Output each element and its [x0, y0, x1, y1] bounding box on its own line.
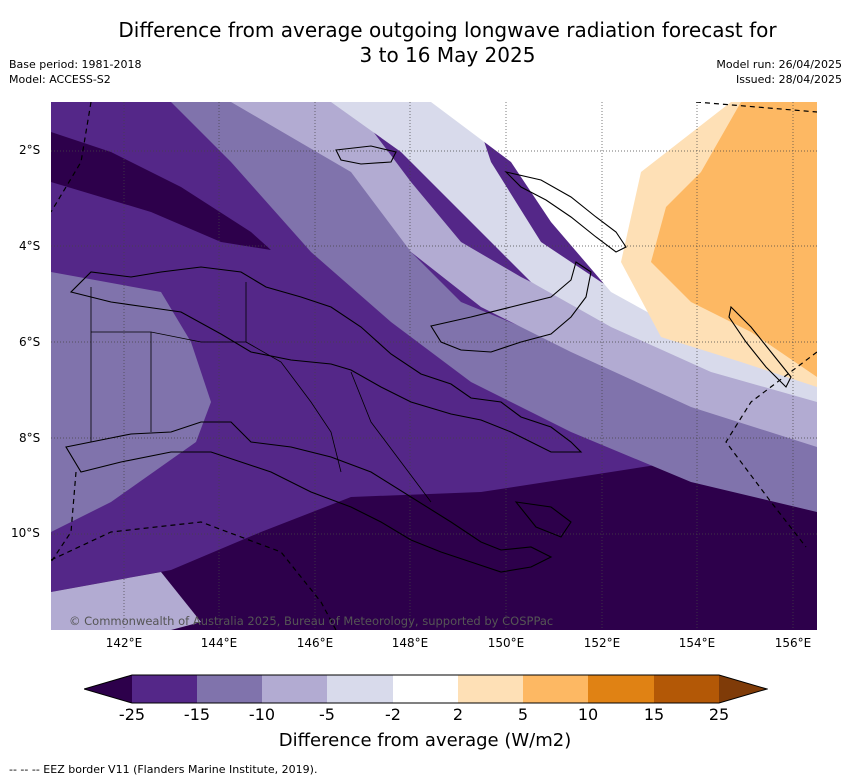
eez-northeast	[695, 102, 817, 113]
colorbar-segment	[132, 675, 197, 703]
colorbar-segment	[393, 675, 458, 703]
colorbar-tick: -25	[118, 705, 146, 724]
graticule	[51, 102, 817, 630]
colorbar-tick: 10	[577, 705, 599, 724]
province-border-4	[350, 371, 432, 503]
meta-right: Model run: 26/04/2025 Issued: 28/04/2025	[716, 57, 842, 87]
province-border-3	[245, 341, 342, 473]
new-britain	[430, 261, 592, 353]
province-border-1	[91, 282, 247, 343]
band-strong-negative-north	[51, 132, 271, 250]
lon-label-148e: 148°E	[391, 636, 429, 650]
band-medium-positive	[651, 102, 817, 377]
colorbar-segment	[84, 675, 132, 703]
louisiade-islands	[514, 501, 572, 538]
new-ireland	[504, 171, 627, 253]
colorbar-segment	[654, 675, 719, 703]
lon-label-150e: 150°E	[487, 636, 525, 650]
map-title: Difference from average outgoing longwav…	[90, 18, 805, 68]
lat-label-10s: 10°S	[11, 526, 40, 540]
colorbar-segment	[197, 675, 262, 703]
colorbar-segment	[523, 675, 588, 703]
model-run: Model run: 26/04/2025	[716, 58, 842, 71]
colorbar-tick: -10	[248, 705, 276, 724]
eez-east	[725, 351, 817, 548]
lat-label-4s: 4°S	[19, 239, 41, 253]
colorbar-tick: -15	[183, 705, 211, 724]
band-strong-negative	[51, 440, 817, 630]
colorbar-segment	[327, 675, 393, 703]
lon-label-146e: 146°E	[296, 636, 334, 650]
map-panel	[51, 102, 817, 630]
model-name: Model: ACCESS-S2	[9, 73, 111, 86]
title-line-2: 3 to 16 May 2025	[359, 43, 536, 67]
colorbar-tick: 25	[708, 705, 730, 724]
base-period: Base period: 1981-2018	[9, 58, 142, 71]
band-weak-negative	[231, 102, 817, 447]
band-slight-negative	[331, 102, 817, 402]
title-line-1: Difference from average outgoing longwav…	[118, 18, 777, 42]
lat-label-6s: 6°S	[19, 335, 41, 349]
eez-northwest	[51, 102, 92, 213]
colorbar	[84, 674, 768, 704]
colorbar-tick: -5	[319, 705, 335, 724]
eez-footnote: -- -- -- EEZ border V11 (Flanders Marine…	[9, 763, 318, 776]
colorbar-segment	[262, 675, 327, 703]
colorbar-segment	[458, 675, 523, 703]
borders	[90, 282, 432, 503]
colorbar-label: Difference from average (W/m2)	[278, 730, 572, 751]
band-medium-negative	[171, 102, 817, 512]
colorbar-tick: 5	[517, 705, 529, 724]
issued-date: Issued: 28/04/2025	[735, 73, 842, 86]
lat-label-8s: 8°S	[19, 431, 41, 445]
eez-west	[51, 471, 77, 563]
manus	[335, 145, 397, 165]
colorbar-tick: 15	[643, 705, 665, 724]
lat-label-2s: 2°S	[19, 143, 41, 157]
lon-label-144e: 144°E	[200, 636, 238, 650]
new-guinea-south-coast	[65, 421, 553, 573]
lon-label-142e: 142°E	[105, 636, 143, 650]
band-southwest-weak	[51, 572, 201, 630]
colorbar-segment	[719, 675, 767, 703]
map-svg	[51, 102, 817, 630]
bougainville-solomons	[728, 305, 792, 388]
colorbar-tick: -2	[385, 705, 401, 724]
colorbar-segment	[588, 675, 654, 703]
eez-south	[51, 521, 337, 630]
lon-label-152e: 152°E	[583, 636, 621, 650]
lon-label-156e: 156°E	[774, 636, 812, 650]
meta-left: Base period: 1981-2018 Model: ACCESS-S2	[9, 57, 141, 87]
eez-borders	[51, 102, 817, 630]
colorbar-tick: 2	[452, 705, 464, 724]
copyright-notice: © Commonwealth of Australia 2025, Bureau…	[69, 614, 554, 628]
coastlines	[65, 145, 792, 573]
colorbar-outline	[84, 674, 768, 704]
lon-label-154e: 154°E	[678, 636, 716, 650]
